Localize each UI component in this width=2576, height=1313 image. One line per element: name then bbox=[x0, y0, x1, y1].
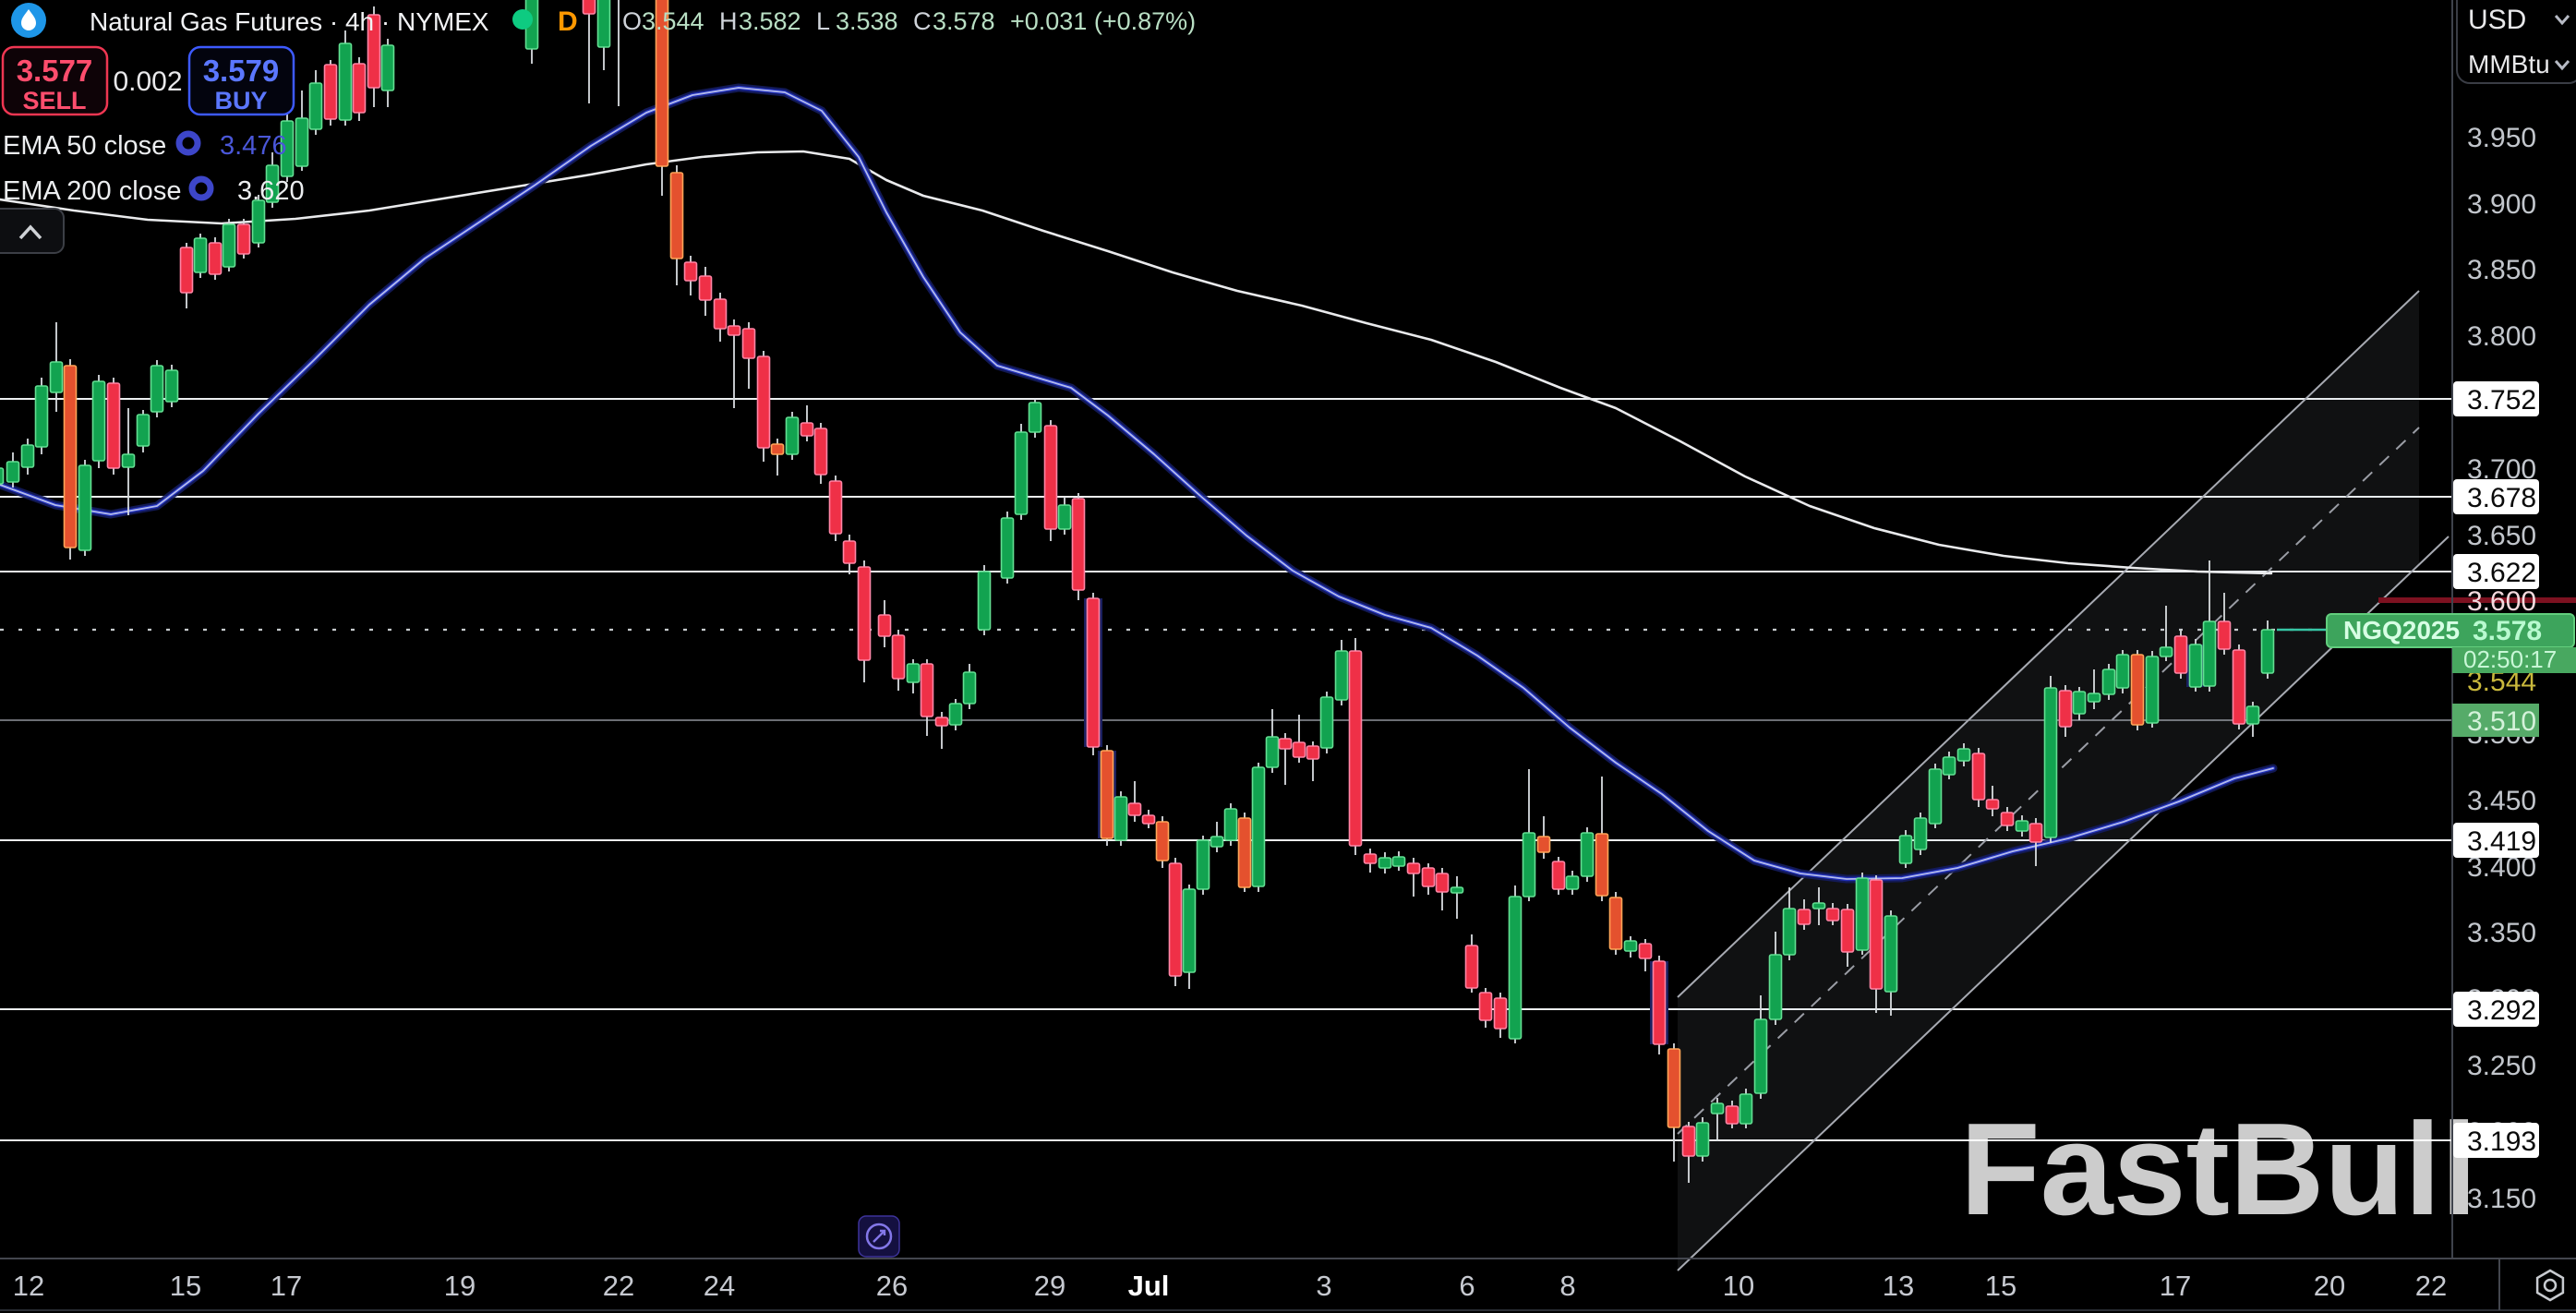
svg-text:3.678: 3.678 bbox=[2467, 483, 2536, 513]
svg-text:24: 24 bbox=[704, 1270, 735, 1302]
svg-text:22: 22 bbox=[603, 1270, 634, 1302]
svg-text:3.350: 3.350 bbox=[2467, 918, 2536, 948]
svg-text:3.800: 3.800 bbox=[2467, 321, 2536, 352]
svg-text:3.579: 3.579 bbox=[203, 54, 280, 88]
svg-text:12: 12 bbox=[13, 1270, 44, 1302]
svg-text:EMA 50 close: EMA 50 close bbox=[3, 131, 166, 161]
svg-text:13: 13 bbox=[1883, 1270, 1914, 1302]
svg-text:3.752: 3.752 bbox=[2467, 385, 2536, 416]
svg-text:15: 15 bbox=[1985, 1270, 2016, 1302]
svg-text:O: O bbox=[622, 7, 642, 35]
svg-text:20: 20 bbox=[2314, 1270, 2345, 1302]
svg-text:3.419: 3.419 bbox=[2467, 826, 2536, 857]
svg-text:3.600: 3.600 bbox=[2467, 586, 2536, 617]
svg-text:17: 17 bbox=[2160, 1270, 2191, 1302]
svg-text:L: L bbox=[816, 7, 830, 35]
svg-text:3.450: 3.450 bbox=[2467, 786, 2536, 816]
svg-text:10: 10 bbox=[1723, 1270, 1754, 1302]
svg-text:H: H bbox=[719, 7, 738, 35]
svg-text:3.250: 3.250 bbox=[2467, 1051, 2536, 1081]
svg-text:3.577: 3.577 bbox=[17, 54, 93, 88]
svg-text:Jul: Jul bbox=[1128, 1270, 1170, 1302]
svg-text:3.622: 3.622 bbox=[2467, 558, 2536, 588]
svg-text:3.193: 3.193 bbox=[2467, 1126, 2536, 1157]
svg-text:02:50:17: 02:50:17 bbox=[2463, 645, 2557, 673]
svg-text:6: 6 bbox=[1459, 1270, 1475, 1302]
svg-text:19: 19 bbox=[444, 1270, 475, 1302]
svg-text:3.650: 3.650 bbox=[2467, 521, 2536, 551]
svg-text:3.538: 3.538 bbox=[836, 7, 898, 35]
svg-text:3.150: 3.150 bbox=[2467, 1184, 2536, 1214]
svg-text:MMBtu: MMBtu bbox=[2468, 50, 2550, 78]
svg-text:3.510: 3.510 bbox=[2467, 706, 2536, 737]
svg-text:3.582: 3.582 bbox=[739, 7, 801, 35]
svg-text:3: 3 bbox=[1316, 1270, 1331, 1302]
svg-text:22: 22 bbox=[2415, 1270, 2447, 1302]
svg-text:NGQ2025: NGQ2025 bbox=[2343, 616, 2460, 644]
svg-text:3.476: 3.476 bbox=[220, 131, 287, 161]
svg-text:+0.031 (+0.87%): +0.031 (+0.87%) bbox=[1010, 7, 1196, 35]
svg-text:3.950: 3.950 bbox=[2467, 123, 2536, 153]
svg-text:3.900: 3.900 bbox=[2467, 189, 2536, 220]
svg-text:3.578: 3.578 bbox=[2473, 616, 2542, 646]
svg-text:26: 26 bbox=[876, 1270, 908, 1302]
svg-text:0.002: 0.002 bbox=[113, 66, 182, 97]
svg-text:3.292: 3.292 bbox=[2467, 995, 2536, 1026]
svg-text:29: 29 bbox=[1034, 1270, 1065, 1302]
svg-text:EMA 200 close: EMA 200 close bbox=[3, 176, 181, 206]
svg-text:USD: USD bbox=[2468, 5, 2526, 35]
svg-text:17: 17 bbox=[271, 1270, 302, 1302]
svg-text:3.850: 3.850 bbox=[2467, 255, 2536, 285]
svg-text:8: 8 bbox=[1559, 1270, 1575, 1302]
svg-text:D: D bbox=[558, 6, 578, 37]
svg-text:SELL: SELL bbox=[22, 87, 86, 114]
svg-text:C: C bbox=[913, 7, 932, 35]
svg-text:3.544: 3.544 bbox=[642, 7, 704, 35]
svg-text:BUY: BUY bbox=[214, 87, 267, 114]
svg-text:FastBull: FastBull bbox=[1960, 1096, 2477, 1243]
svg-text:3.620: 3.620 bbox=[237, 176, 305, 206]
svg-text:Natural Gas Futures · 4h · NYM: Natural Gas Futures · 4h · NYMEX bbox=[90, 7, 489, 36]
svg-text:3.578: 3.578 bbox=[933, 7, 995, 35]
svg-text:15: 15 bbox=[170, 1270, 201, 1302]
